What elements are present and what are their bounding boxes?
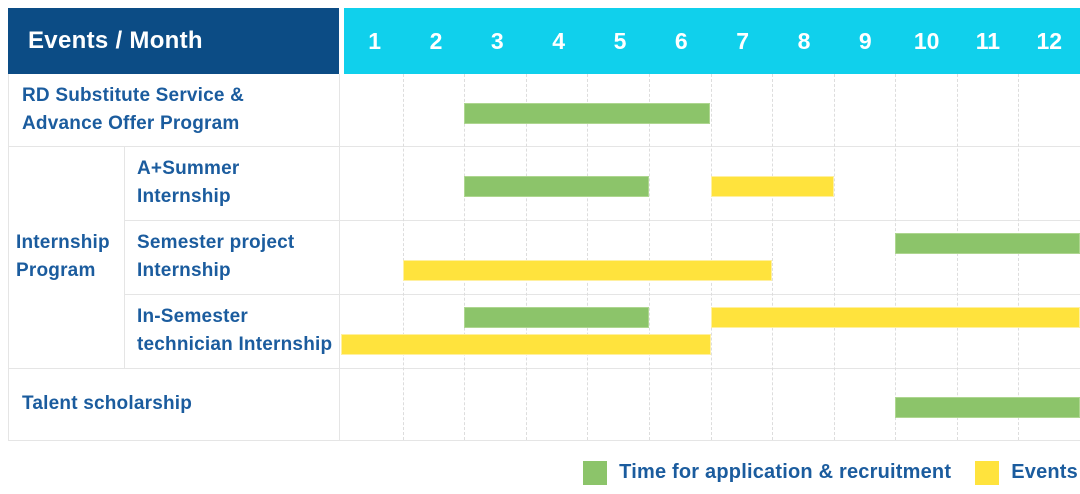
events-month-header-cell: Events / Month: [8, 8, 339, 74]
row-label-line: Advance Offer Program: [22, 113, 240, 134]
month-gridline: [710, 74, 712, 440]
row-label-line: Talent scholarship: [22, 393, 193, 414]
row-divider-3: [124, 294, 1080, 295]
month-header-cell: 5: [613, 27, 627, 54]
table-left-border: [8, 74, 9, 440]
month-header-cell: 4: [552, 27, 566, 54]
row-label-line: Internship: [137, 186, 231, 207]
gantt-bar-recruitment: [464, 102, 711, 124]
month-gridline: [648, 74, 650, 440]
row-label-rd-substitute: RD Substitute Service & Advance Offer Pr…: [8, 74, 339, 146]
gantt-bar-events: [402, 260, 773, 281]
month-header-cell: 1: [368, 27, 382, 54]
legend-swatch-green: [583, 460, 608, 485]
month-header-cell: 9: [858, 27, 872, 54]
month-gridline: [956, 74, 958, 440]
legend-swatch-yellow: [975, 460, 1000, 485]
legend-item-events: Events: [975, 460, 1078, 485]
events-month-header-text: Events / Month: [28, 27, 203, 54]
month-gridline: [402, 74, 404, 440]
month-header-cell: 8: [797, 27, 811, 54]
row-label-line: Semester project: [137, 232, 295, 253]
month-header-cell: 12: [1036, 27, 1063, 54]
row-label-line: A+Summer: [137, 158, 240, 179]
month-gridline: [464, 74, 466, 440]
row-label-line: RD Substitute Service &: [22, 85, 245, 106]
month-gridline: [833, 74, 835, 440]
table-bottom-border: [8, 440, 1080, 441]
row-label-a-summer-internship: A+Summer Internship: [124, 146, 339, 220]
month-header-cell: 6: [674, 27, 688, 54]
month-gridline: [525, 74, 527, 440]
row-label-talent-scholarship: Talent scholarship: [8, 368, 339, 440]
month-gridline: [587, 74, 589, 440]
gantt-bar-events: [710, 307, 1080, 328]
legend-label-events: Events: [1011, 461, 1078, 483]
row-label-line: Internship: [137, 260, 231, 281]
row-divider-4: [8, 368, 1080, 369]
month-header-cell: 3: [490, 27, 504, 54]
month-header-cell: 7: [736, 27, 750, 54]
legend-label-recruitment: Time for application & recruitment: [619, 461, 952, 483]
group-label-line: Program: [16, 260, 96, 281]
legend: Time for application & recruitment Event…: [583, 451, 1078, 494]
group-label-internship-program: Internship Program: [8, 146, 124, 368]
sub-column-divider: [124, 146, 125, 368]
label-column-divider: [339, 74, 340, 440]
month-gridline: [895, 74, 897, 440]
row-label-line: In-Semester: [137, 306, 248, 327]
month-header-cell: 2: [429, 27, 443, 54]
month-gridline: [772, 74, 774, 440]
row-divider-2: [124, 220, 1080, 221]
row-label-line: technician Internship: [137, 334, 333, 355]
gantt-bar-events: [710, 175, 834, 197]
group-label-line: Internship: [16, 232, 110, 253]
month-header-cell: 10: [913, 27, 940, 54]
gantt-bar-recruitment: [464, 175, 649, 197]
gantt-bar-recruitment: [895, 396, 1080, 418]
row-label-semester-project-internship: Semester project Internship: [124, 220, 339, 294]
gantt-bar-events: [341, 334, 711, 355]
row-label-in-semester-technician-internship: In-Semester technician Internship: [124, 294, 339, 368]
gantt-bar-recruitment: [895, 233, 1080, 254]
gantt-bar-recruitment: [464, 307, 649, 328]
month-header-row: 1 2 3 4 5 6 7 8 9 10 11 12: [344, 8, 1080, 74]
legend-item-recruitment: Time for application & recruitment: [583, 460, 952, 485]
month-header-cell: 11: [975, 27, 1001, 54]
row-divider-1: [8, 146, 1080, 147]
month-gridline: [1018, 74, 1020, 440]
